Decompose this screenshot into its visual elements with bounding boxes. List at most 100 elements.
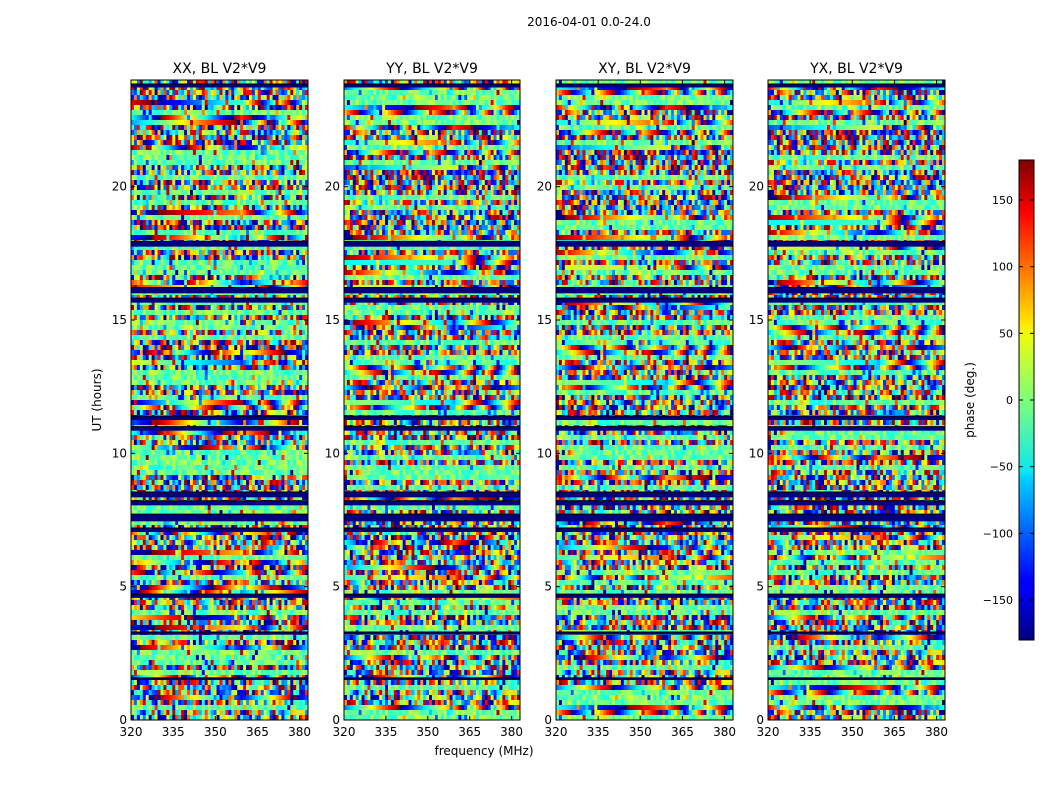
heatmap-cell bbox=[272, 475, 276, 481]
heatmap-cell bbox=[157, 80, 161, 86]
heatmap-cell bbox=[257, 360, 262, 366]
heatmap-cell bbox=[272, 305, 276, 311]
heatmap-cell bbox=[296, 460, 300, 466]
heatmap-cell bbox=[216, 265, 220, 271]
heatmap-cell bbox=[246, 210, 250, 216]
heatmap-cell bbox=[139, 385, 144, 391]
heatmap-cell bbox=[302, 245, 306, 251]
heatmap-cell bbox=[228, 140, 232, 146]
heatmap-cell bbox=[139, 205, 144, 211]
heatmap-cell bbox=[213, 310, 217, 316]
heatmap-cell bbox=[240, 300, 244, 306]
heatmap-cell bbox=[243, 310, 247, 316]
heatmap-cell bbox=[266, 185, 271, 191]
heatmap-cell bbox=[299, 115, 303, 121]
heatmap-cell bbox=[157, 340, 161, 346]
heatmap-cell bbox=[201, 270, 206, 276]
heatmap-cell bbox=[278, 190, 282, 196]
heatmap-cell bbox=[160, 275, 164, 281]
heatmap-cell bbox=[257, 190, 262, 196]
heatmap-cell bbox=[234, 85, 238, 91]
heatmap-cell bbox=[181, 130, 185, 136]
heatmap-cell bbox=[246, 385, 250, 391]
heatmap-cell bbox=[278, 395, 282, 401]
heatmap-cell bbox=[210, 440, 214, 446]
heatmap-cell bbox=[281, 315, 285, 321]
heatmap-cell bbox=[278, 85, 282, 91]
heatmap-cell bbox=[260, 170, 265, 176]
heatmap-cell bbox=[290, 275, 294, 281]
heatmap-cell bbox=[234, 430, 238, 436]
heatmap-cell bbox=[293, 110, 297, 116]
heatmap-cell bbox=[190, 340, 194, 346]
heatmap-cell bbox=[190, 300, 194, 306]
heatmap-cell bbox=[207, 280, 212, 286]
heatmap-cell bbox=[269, 370, 273, 376]
heatmap-cell bbox=[190, 445, 194, 451]
heatmap-cell bbox=[263, 420, 268, 426]
heatmap-cell bbox=[169, 300, 173, 306]
heatmap-cell bbox=[275, 80, 279, 86]
heatmap-cell bbox=[136, 355, 141, 361]
heatmap-cell bbox=[263, 140, 268, 146]
heatmap-cell bbox=[225, 145, 229, 151]
heatmap-cell bbox=[299, 395, 303, 401]
heatmap-cell bbox=[287, 270, 291, 276]
heatmap-cell bbox=[293, 355, 297, 361]
heatmap-cell bbox=[225, 280, 229, 286]
heatmap-cell bbox=[139, 250, 144, 256]
heatmap-cell bbox=[284, 125, 288, 131]
heatmap-cell bbox=[299, 235, 303, 241]
heatmap-cell bbox=[169, 275, 173, 281]
heatmap-cell bbox=[225, 400, 229, 406]
heatmap-cell bbox=[278, 150, 282, 156]
heatmap-cell bbox=[234, 370, 238, 376]
heatmap-cell bbox=[249, 345, 253, 351]
heatmap-cell bbox=[198, 275, 203, 281]
heatmap-cell bbox=[266, 270, 271, 276]
heatmap-cell bbox=[302, 435, 306, 441]
heatmap-cell bbox=[181, 95, 185, 101]
heatmap-cell bbox=[148, 460, 153, 466]
heatmap-cell bbox=[281, 355, 285, 361]
heatmap-cell bbox=[175, 430, 179, 436]
heatmap-cell bbox=[172, 160, 176, 166]
heatmap-cell bbox=[222, 440, 226, 446]
heatmap-cell bbox=[284, 435, 288, 441]
heatmap-cell bbox=[184, 105, 188, 111]
heatmap-cell bbox=[257, 120, 262, 126]
heatmap-cell bbox=[222, 90, 226, 96]
heatmap-cell bbox=[163, 250, 167, 256]
heatmap-cell bbox=[287, 235, 291, 241]
heatmap-cell bbox=[251, 150, 256, 156]
heatmap-cell bbox=[284, 255, 288, 261]
heatmap-cell bbox=[136, 140, 141, 146]
heatmap-cell bbox=[237, 130, 241, 136]
heatmap-cell bbox=[275, 175, 279, 181]
heatmap-cell bbox=[302, 360, 306, 366]
heatmap-cell bbox=[151, 300, 155, 306]
heatmap-cell bbox=[201, 405, 206, 411]
heatmap-cell bbox=[293, 340, 297, 346]
heatmap-cell bbox=[272, 150, 276, 156]
heatmap-cell bbox=[213, 175, 217, 181]
heatmap-cell bbox=[240, 420, 244, 426]
heatmap-cell bbox=[133, 325, 138, 331]
heatmap-cell bbox=[231, 300, 235, 306]
heatmap-cell bbox=[257, 475, 262, 481]
heatmap-cell bbox=[257, 460, 262, 466]
heatmap-cell bbox=[266, 160, 271, 166]
heatmap-cell bbox=[275, 440, 279, 446]
heatmap-cell bbox=[290, 160, 294, 166]
heatmap-cell bbox=[131, 115, 135, 121]
heatmap-cell bbox=[281, 275, 285, 281]
heatmap-cell bbox=[139, 460, 144, 466]
heatmap-cell bbox=[148, 380, 153, 386]
heatmap-cell bbox=[219, 440, 223, 446]
heatmap-cell bbox=[231, 135, 235, 141]
heatmap-cell bbox=[172, 110, 176, 116]
heatmap-cell bbox=[184, 145, 188, 151]
heatmap-cell bbox=[234, 315, 238, 321]
heatmap-cell bbox=[231, 480, 235, 486]
